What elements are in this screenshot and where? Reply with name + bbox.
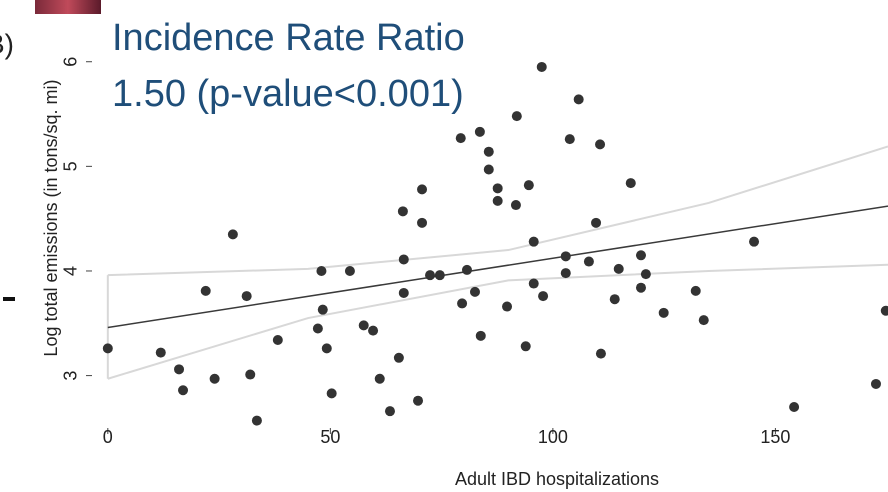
point <box>536 61 547 72</box>
point <box>461 264 472 275</box>
point <box>483 146 494 157</box>
point <box>698 315 709 326</box>
point <box>583 256 594 267</box>
point <box>209 373 220 384</box>
point <box>326 388 337 399</box>
point <box>417 184 428 195</box>
x-tick-label: 0 <box>103 427 113 447</box>
point <box>312 323 323 334</box>
y-tick-label: 4 <box>61 266 81 276</box>
point <box>640 269 651 280</box>
x-tick-label: 150 <box>760 427 790 447</box>
y-axis-label: Log total emissions (in tons/sq. mi) <box>41 79 61 356</box>
point <box>368 325 379 336</box>
point <box>251 415 262 426</box>
thumbnail <box>35 0 101 14</box>
point <box>344 265 355 276</box>
x-axis-label: Adult IBD hospitalizations <box>455 469 659 489</box>
point <box>417 217 428 228</box>
point <box>475 330 486 341</box>
point <box>178 385 189 396</box>
point <box>492 195 503 206</box>
point <box>528 236 539 247</box>
point <box>434 270 445 281</box>
point <box>272 335 283 346</box>
point <box>511 111 522 122</box>
point <box>560 251 571 262</box>
point <box>155 347 166 358</box>
point <box>880 305 888 316</box>
point <box>523 180 534 191</box>
point <box>102 343 113 354</box>
annotation: Incidence Rate Ratio <box>112 17 465 59</box>
point <box>560 268 571 279</box>
point <box>200 285 211 296</box>
point <box>528 278 539 289</box>
point <box>749 236 760 247</box>
point <box>538 291 549 302</box>
point <box>241 291 252 302</box>
point <box>457 298 468 309</box>
point <box>321 343 332 354</box>
point <box>658 307 669 318</box>
point <box>474 126 485 137</box>
y-tick-label: 5 <box>61 161 81 171</box>
point <box>393 352 404 363</box>
point <box>573 94 584 105</box>
point <box>870 378 881 389</box>
point <box>690 285 701 296</box>
point <box>317 304 328 315</box>
point <box>502 301 513 312</box>
point <box>425 270 436 281</box>
point <box>358 320 369 331</box>
point <box>520 341 531 352</box>
point <box>510 200 521 211</box>
point <box>564 134 575 145</box>
point <box>591 217 602 228</box>
point <box>398 254 409 265</box>
y-tick-label: 3 <box>61 371 81 381</box>
point <box>316 265 327 276</box>
x-tick-label: 50 <box>320 427 340 447</box>
point <box>455 133 466 144</box>
point <box>492 183 503 194</box>
point <box>625 178 636 189</box>
plot-area: 0 50 100 150 3 4 5 6 <box>61 57 888 447</box>
point <box>374 373 385 384</box>
confidence-lower <box>107 263 888 380</box>
point <box>397 206 408 217</box>
point <box>613 263 624 274</box>
point <box>595 139 606 150</box>
y-tick-label: 6 <box>61 57 81 67</box>
point <box>413 395 424 406</box>
fit-line <box>107 205 888 329</box>
point <box>635 282 646 293</box>
panel-label: B) <box>0 28 14 59</box>
point <box>245 369 256 380</box>
marker-bar <box>3 297 15 301</box>
point <box>635 250 646 261</box>
confidence-upper <box>107 145 888 277</box>
point <box>398 287 409 298</box>
point <box>469 286 480 297</box>
point <box>595 348 606 359</box>
annotation: 1.50 (p-value<0.001) <box>112 73 464 115</box>
x-tick-label: 100 <box>538 427 568 447</box>
point <box>609 294 620 305</box>
point <box>227 229 238 240</box>
point <box>174 364 185 375</box>
point <box>384 406 395 417</box>
point <box>789 401 800 412</box>
point <box>483 164 494 175</box>
